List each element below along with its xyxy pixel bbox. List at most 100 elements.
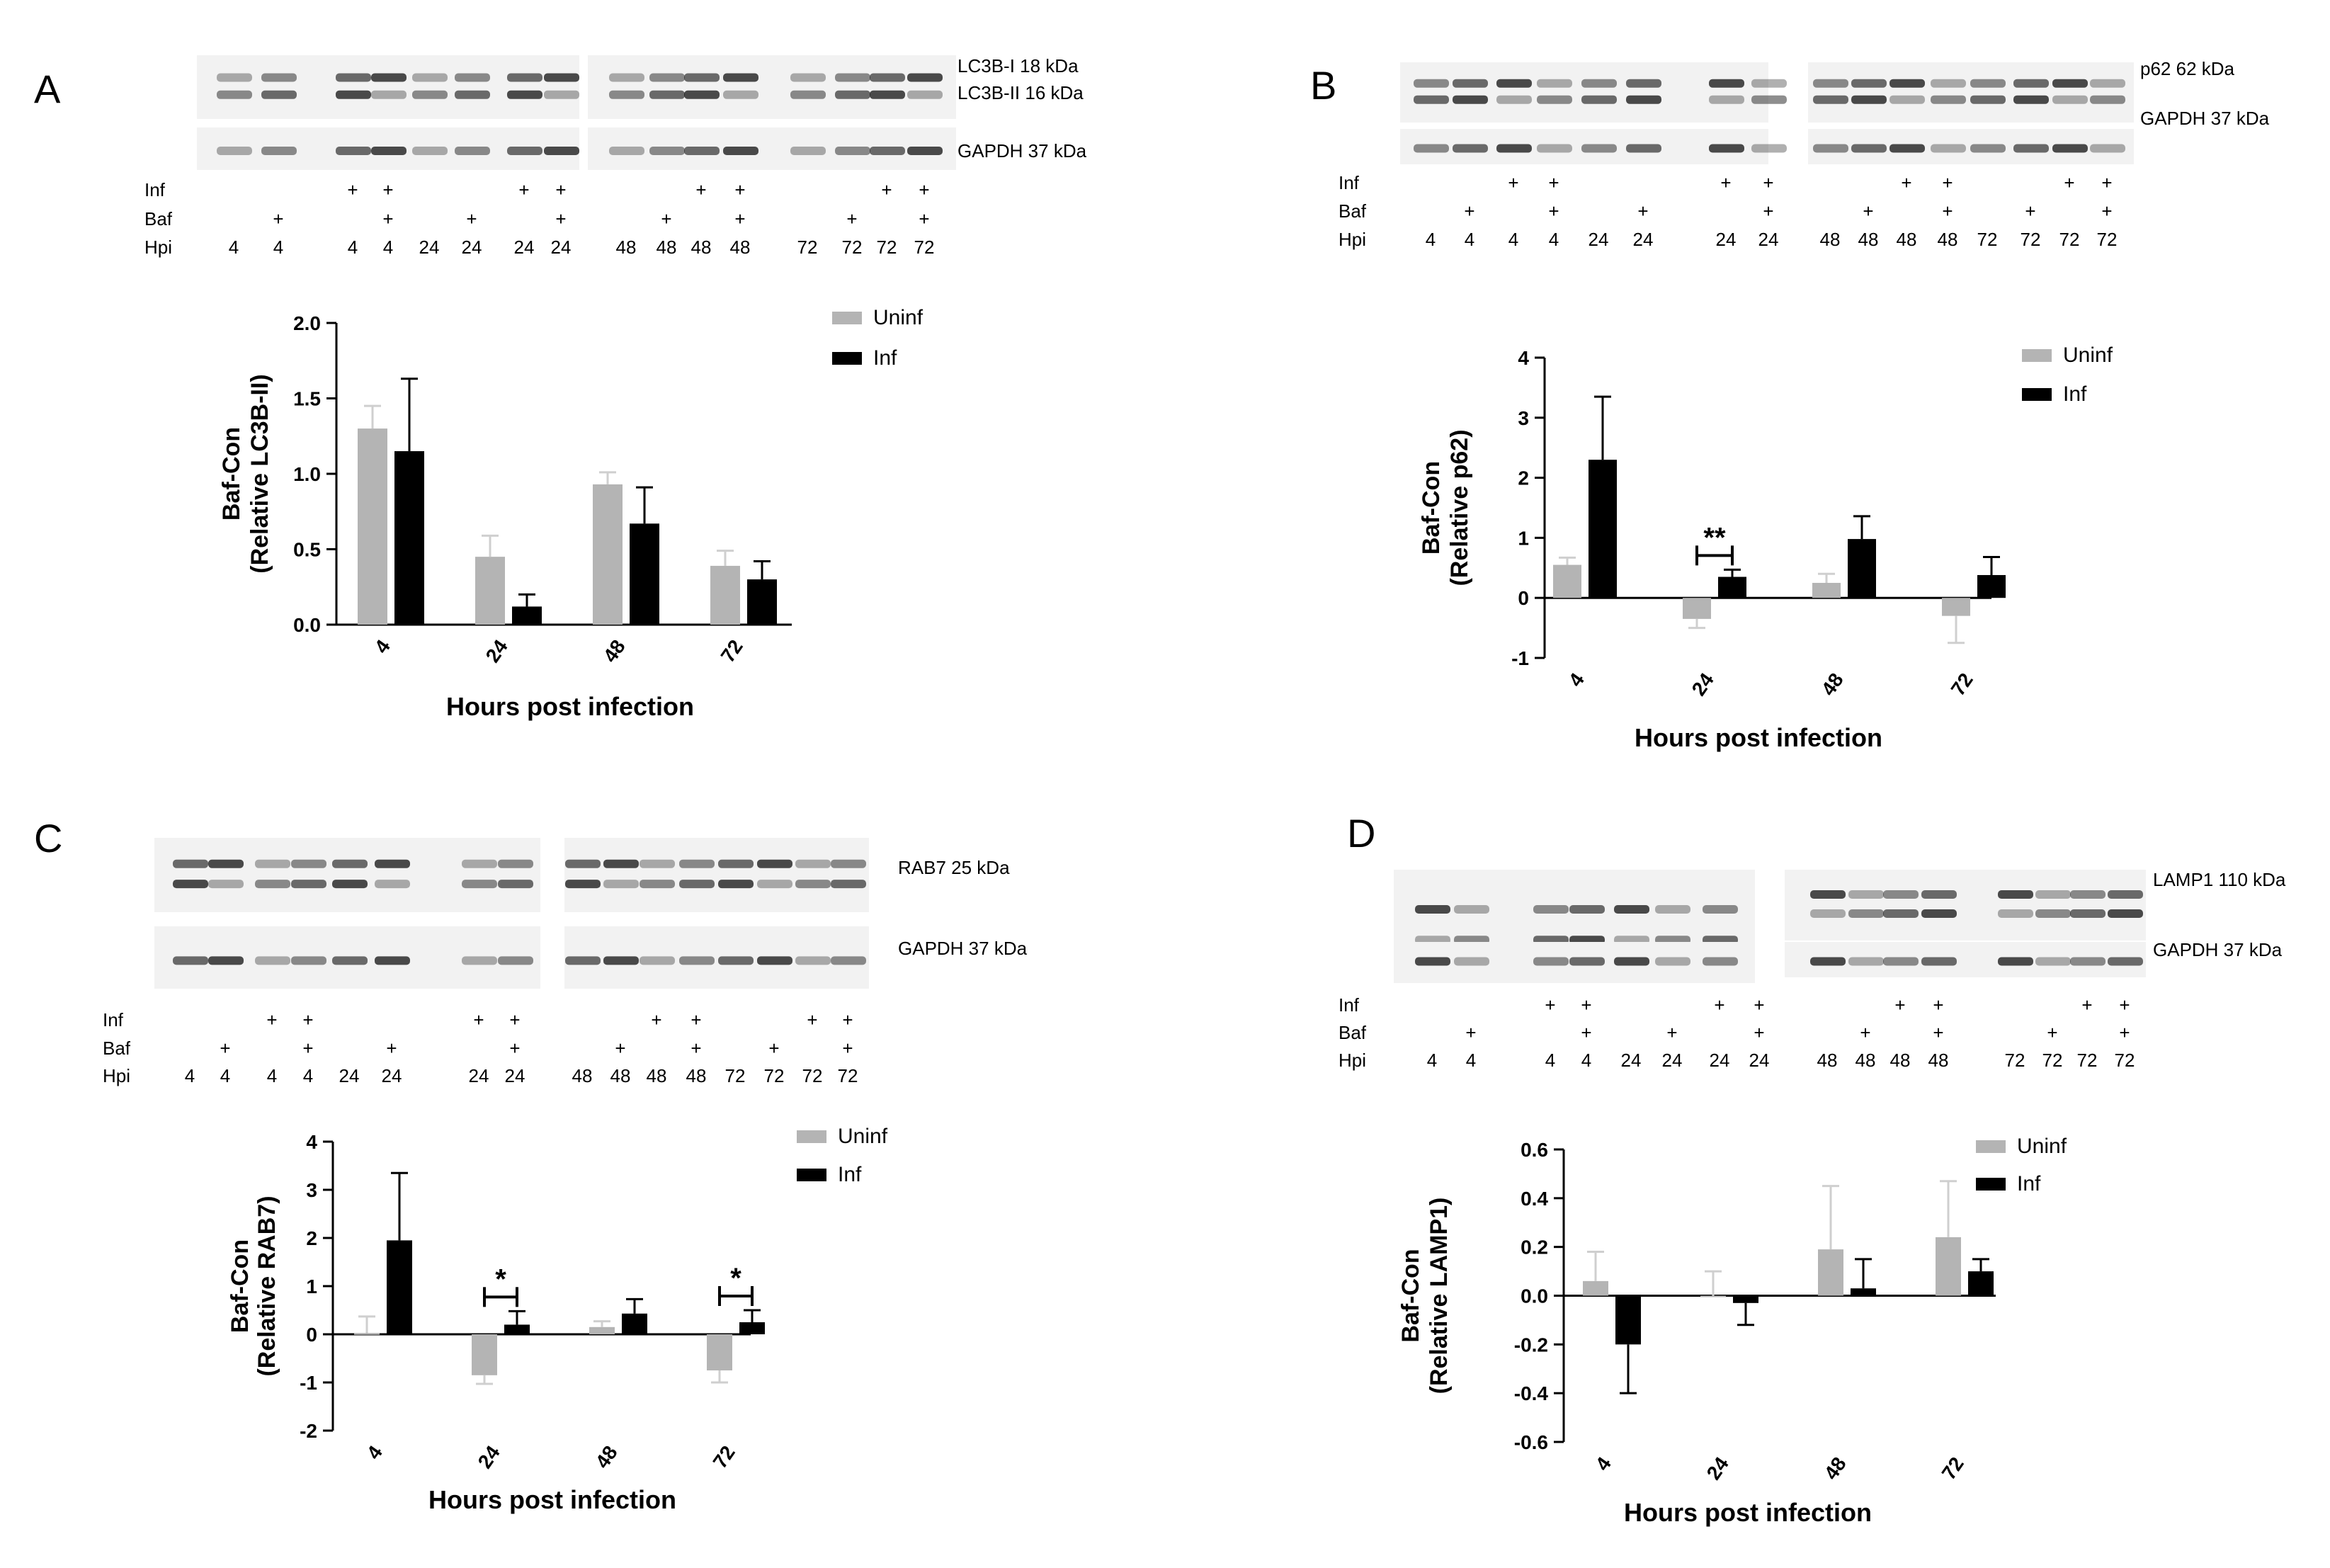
western-blot-band xyxy=(1537,144,1572,153)
hpi-label: 48 xyxy=(686,1065,707,1086)
hpi-label: 4 xyxy=(185,1065,195,1086)
western-blot-band xyxy=(1931,79,1966,88)
bar-inf xyxy=(1615,1295,1641,1345)
inf-plus-marker: + xyxy=(382,179,393,200)
y-axis-label: (Relative RAB7) xyxy=(254,1195,280,1376)
bar-uninf xyxy=(710,565,740,625)
y-tick-label: 4 xyxy=(1518,347,1529,369)
y-tick-label: 1 xyxy=(1518,527,1529,549)
western-blot-band xyxy=(1848,909,1884,918)
legend-swatch xyxy=(1976,1178,2006,1191)
x-tick-label: 72 xyxy=(717,636,747,666)
western-blot-band xyxy=(679,956,715,965)
inf-plus-marker: + xyxy=(509,1009,520,1030)
bar-inf xyxy=(1718,576,1746,598)
western-blot-band xyxy=(907,147,943,155)
hpi-label: 24 xyxy=(1621,1050,1642,1071)
western-blot-band xyxy=(795,956,831,965)
hpi-label: 48 xyxy=(1820,229,1841,250)
bar-chart: -0.6 -0.4 -0.2 0.0 0.2 0.4 0.6 4 24 48 72 Baf-Con (R… xyxy=(1397,1135,2067,1527)
baf-plus-marker: + xyxy=(661,208,671,229)
y-tick-label: 0.0 xyxy=(1521,1285,1548,1307)
significance-marker: * xyxy=(495,1263,506,1295)
western-blot-band xyxy=(1537,79,1572,88)
x-axis-label: Hours post infection xyxy=(428,1485,676,1514)
bar-inf xyxy=(387,1240,412,1334)
western-blot-band xyxy=(544,73,579,82)
x-tick-label: 24 xyxy=(1703,1453,1734,1484)
inf-plus-marker: + xyxy=(1545,994,1555,1016)
western-blot-band xyxy=(1453,144,1488,153)
y-tick-label: 3 xyxy=(306,1179,317,1201)
baf-plus-marker: + xyxy=(615,1038,625,1059)
bar-uninf xyxy=(475,557,505,625)
baf-plus-marker: + xyxy=(768,1038,779,1059)
legend-swatch xyxy=(797,1169,826,1181)
western-blot-band xyxy=(208,859,244,868)
y-tick-label: 3 xyxy=(1518,407,1529,429)
hpi-label: 24 xyxy=(1716,229,1737,250)
western-blot-band xyxy=(332,859,368,868)
hpi-label: 48 xyxy=(1897,229,1917,250)
western-blot-band xyxy=(412,73,448,82)
y-tick-label: -0.4 xyxy=(1514,1382,1549,1404)
blot-label: LC3B-I 18 kDa xyxy=(957,55,1079,76)
y-tick-label: -1 xyxy=(300,1372,317,1394)
western-blot-band xyxy=(1883,890,1919,899)
western-blot-band xyxy=(609,73,644,82)
x-tick-label: 72 xyxy=(709,1442,739,1472)
baf-plus-marker: + xyxy=(1465,1022,1476,1043)
x-tick-label: 72 xyxy=(1938,1453,1968,1484)
bar-inf xyxy=(622,1313,647,1334)
western-blot-band xyxy=(1581,79,1617,88)
western-blot-band xyxy=(2013,79,2049,88)
blot-membrane xyxy=(1785,870,2146,941)
western-blot-band xyxy=(332,880,368,889)
western-blot-band xyxy=(2090,144,2125,153)
hpi-label: 24 xyxy=(469,1065,489,1086)
western-blot-band xyxy=(790,73,826,82)
inf-plus-marker: + xyxy=(691,1009,701,1030)
hpi-label: 24 xyxy=(514,237,535,258)
western-blot-band xyxy=(261,73,297,82)
hpi-label: 48 xyxy=(1928,1050,1949,1071)
western-blot-band xyxy=(1569,905,1605,914)
sample-row-label: Inf xyxy=(1339,172,1360,193)
western-blot-band xyxy=(1931,95,1966,104)
western-blot-band xyxy=(1998,909,2033,918)
western-blot-band xyxy=(831,880,866,889)
western-blot-band xyxy=(609,147,644,155)
western-blot-band xyxy=(1709,79,1744,88)
hpi-label: 72 xyxy=(2021,229,2041,250)
hpi-label: 48 xyxy=(616,237,637,258)
western-blot-band xyxy=(1813,144,1848,153)
x-tick-label: 4 xyxy=(1591,1453,1616,1475)
x-tick-label: 24 xyxy=(474,1441,505,1472)
western-blot-band xyxy=(332,956,368,965)
western-blot-band xyxy=(1569,957,1605,966)
y-tick-label: 0.2 xyxy=(1521,1237,1548,1259)
western-blot-band xyxy=(757,956,792,965)
x-tick-label: 48 xyxy=(1817,669,1848,700)
legend-label: Inf xyxy=(2063,382,2087,406)
x-tick-label: 48 xyxy=(591,1442,622,1472)
western-blot-band xyxy=(1851,95,1887,104)
hpi-label: 24 xyxy=(339,1065,360,1086)
western-blot-band xyxy=(835,147,870,155)
legend-label: Uninf xyxy=(838,1125,888,1148)
baf-plus-marker: + xyxy=(919,208,929,229)
hpi-label: 72 xyxy=(842,237,863,258)
hpi-label: 72 xyxy=(2059,229,2080,250)
bar-uninf xyxy=(593,484,623,625)
x-tick-label: 4 xyxy=(370,635,395,657)
significance-marker: * xyxy=(730,1263,741,1294)
western-blot-band xyxy=(412,90,448,99)
western-blot-band xyxy=(2035,890,2071,899)
inf-plus-marker: + xyxy=(651,1009,661,1030)
western-blot-band xyxy=(2035,909,2071,918)
hpi-label: 48 xyxy=(572,1065,593,1086)
baf-plus-marker: + xyxy=(509,1038,520,1059)
blot-membrane xyxy=(588,55,956,119)
inf-plus-marker: + xyxy=(1942,172,1953,193)
